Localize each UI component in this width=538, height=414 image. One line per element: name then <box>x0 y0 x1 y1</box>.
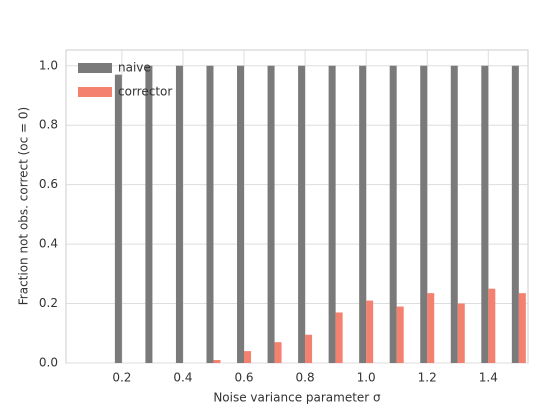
x-tick-label: 1.4 <box>479 371 498 385</box>
bar <box>481 65 489 364</box>
y-tick-label: 0.2 <box>39 296 58 310</box>
bar <box>457 303 465 363</box>
bar <box>267 65 275 364</box>
bar <box>237 65 245 364</box>
bar <box>145 65 153 364</box>
y-tick-label: 0.4 <box>39 237 58 251</box>
bar <box>420 65 428 364</box>
bar <box>366 300 374 363</box>
bar <box>335 312 343 363</box>
x-tick-label: 1.0 <box>357 371 376 385</box>
bar <box>359 65 367 364</box>
bar <box>488 288 496 363</box>
bar <box>244 351 252 363</box>
bar <box>450 65 458 364</box>
legend-label: naive <box>118 61 151 75</box>
legend-swatch <box>78 63 112 73</box>
bar <box>274 342 282 363</box>
x-tick-label: 0.8 <box>296 371 315 385</box>
x-tick-label: 0.6 <box>234 371 253 385</box>
x-tick-label: 0.4 <box>173 371 192 385</box>
bar <box>518 293 526 363</box>
x-axis-label: Noise variance parameter σ <box>213 391 381 405</box>
bar <box>427 293 435 363</box>
bar <box>396 306 404 363</box>
legend-label: corrector <box>118 85 172 99</box>
legend-swatch <box>78 87 112 97</box>
y-tick-label: 0.8 <box>39 118 58 132</box>
x-tick-label: 0.2 <box>112 371 131 385</box>
bar <box>206 65 214 364</box>
bar <box>511 65 519 364</box>
y-axis-label: Fraction not obs. correct (oc = 0) <box>17 107 31 305</box>
bar <box>328 65 336 364</box>
y-tick-label: 0.6 <box>39 177 58 191</box>
bar <box>213 360 221 363</box>
bar <box>175 65 183 364</box>
bar <box>305 334 313 363</box>
y-tick-label: 1.0 <box>39 58 58 72</box>
bar <box>298 65 306 364</box>
y-tick-label: 0.0 <box>39 356 58 370</box>
x-tick-label: 1.2 <box>418 371 437 385</box>
bar <box>114 74 122 363</box>
bar <box>389 65 397 364</box>
